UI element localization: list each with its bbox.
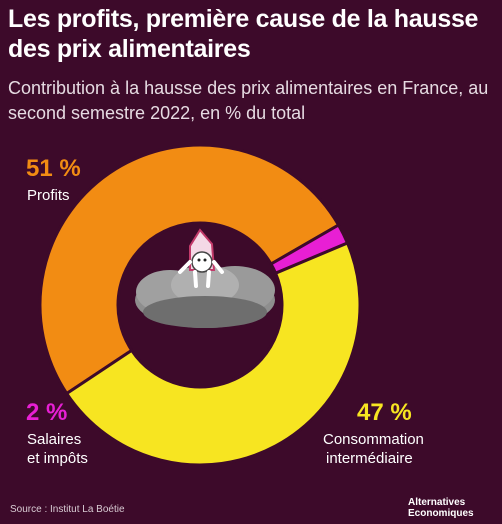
slice-label-profits: Profits — [27, 187, 70, 204]
slice-label-salaires-line1: Salaires — [27, 431, 82, 448]
slice-label-salaires-line2: et impôts — [27, 450, 88, 467]
slice-value-salaires: 2 % — [26, 399, 68, 426]
chart-subtitle: Contribution à la hausse des prix alimen… — [8, 78, 489, 123]
logo-line2: Economiques — [408, 508, 474, 519]
slice-value-profits: 51 % — [26, 155, 81, 182]
rocket-figure-icon — [178, 228, 224, 288]
slice-label-consommation-line1: Consommation — [323, 431, 424, 448]
slice-value-consommation: 47 % — [357, 399, 412, 426]
cloud-illustration — [135, 265, 275, 328]
slice-label-consommation-line2: intermédiaire — [326, 450, 413, 467]
logo-line1: Alternatives — [408, 497, 466, 508]
slice-consommation — [64, 241, 362, 467]
publisher-logo: Alternatives Economiques — [408, 497, 498, 519]
chart-title: Les profits, première cause de la hausse… — [8, 5, 479, 63]
source-note: Source : Institut La Boétie — [10, 504, 125, 515]
slice-profits — [38, 143, 341, 396]
donut-slices — [38, 143, 362, 467]
